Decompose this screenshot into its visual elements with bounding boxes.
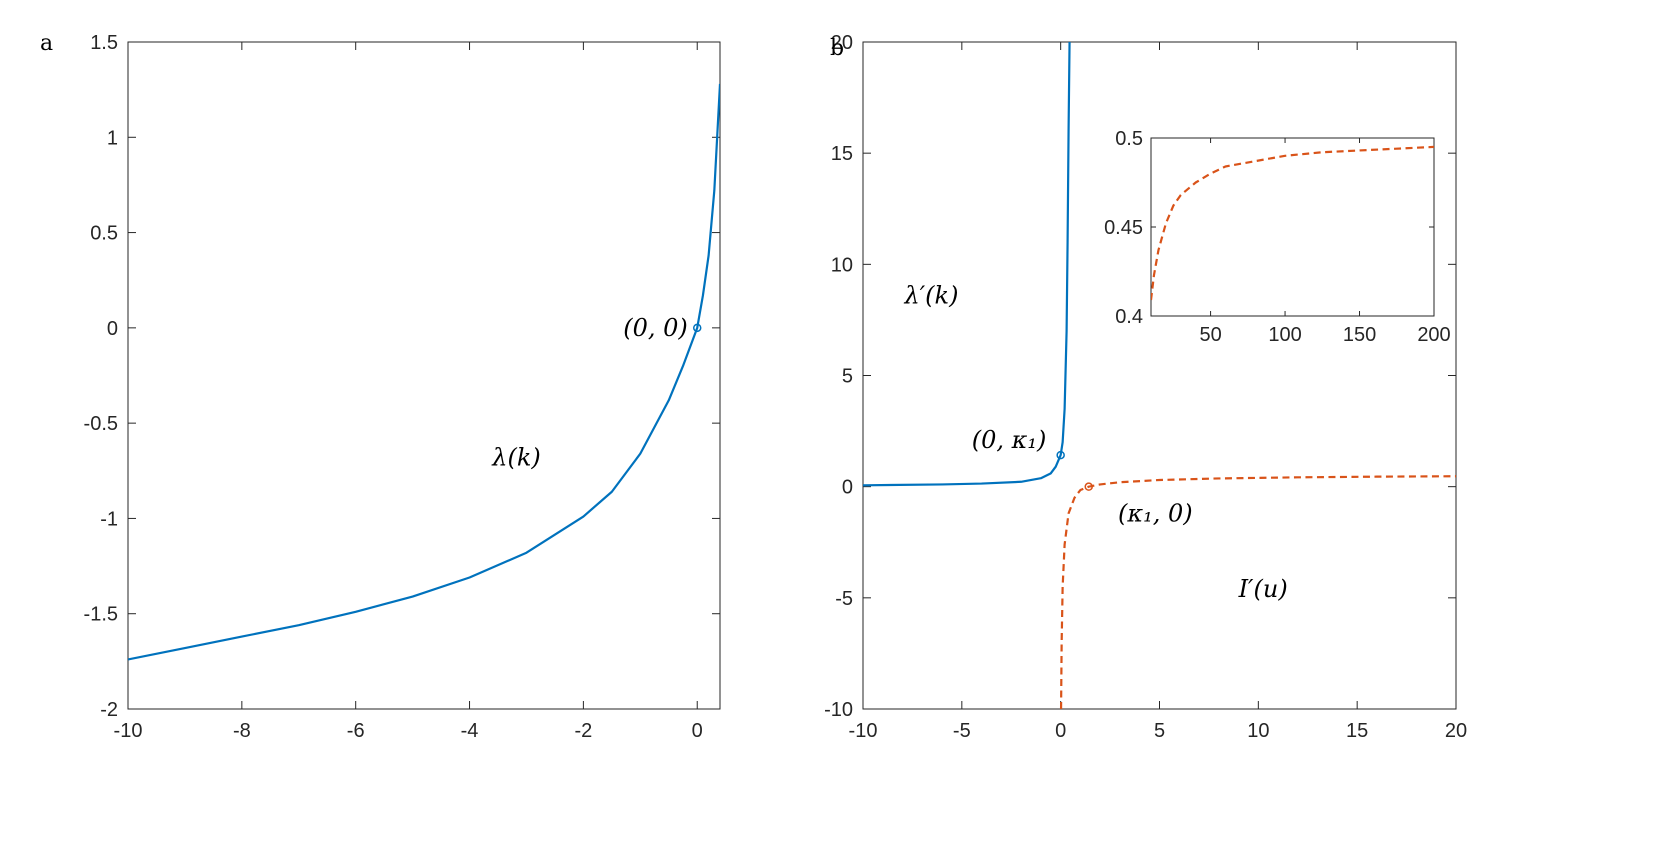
b-ytick-label: -5	[835, 588, 853, 610]
panel-a-label: a	[40, 31, 53, 56]
a-xtick-label: -2	[574, 720, 592, 742]
b-annotation: (0, κ₁)	[972, 426, 1047, 454]
inset-background	[1151, 138, 1434, 316]
panel-a: -10 -8 -6 -4 -2 0 -2 -1.5 -1 -0.5 0 0.5 1 1.5 (0, 0) λ(…	[84, 32, 721, 742]
a-xtick-label: -6	[347, 720, 365, 742]
a-ytick-label: -1.5	[84, 604, 118, 626]
b-xtick-label: 5	[1154, 720, 1165, 742]
b-xtick-label: -5	[953, 720, 971, 742]
b-inset-xtick-label: 50	[1199, 324, 1221, 346]
b-ytick-label: 15	[831, 143, 853, 165]
b-xtick-label: 10	[1247, 720, 1269, 742]
a-xtick-label: -8	[233, 720, 251, 742]
b-ytick-label: 10	[831, 254, 853, 276]
a-axes-box	[127, 41, 721, 710]
a-ytick-label: 1	[107, 127, 118, 149]
a-series-solid-line	[128, 83, 720, 661]
a-xtick-label: 0	[692, 720, 703, 742]
b-ytick-label: -10	[824, 699, 853, 721]
b-xtick-label: 20	[1445, 720, 1467, 742]
b-inset-ytick-label: 0.5	[1115, 128, 1143, 150]
a-ytick-label: 0.5	[90, 223, 118, 245]
b-xtick-label: 15	[1346, 720, 1368, 742]
a-annotation: λ(k)	[491, 443, 540, 471]
b-ytick-label: 20	[831, 32, 853, 54]
b-ytick-label: 5	[842, 366, 853, 388]
b-inset-xtick-label: 200	[1417, 324, 1450, 346]
b-xtick-label: -10	[849, 720, 878, 742]
a-xtick-label: -4	[461, 720, 479, 742]
a-plot-area	[128, 83, 720, 661]
b-series-solid-line	[863, 42, 1071, 487]
panel-b-inset: 50 100 150 200 0.4 0.45 0.5	[1104, 128, 1451, 346]
b-annotation: λ′(k)	[904, 281, 959, 309]
a-xtick-label: -10	[114, 720, 143, 742]
b-annotation: (κ₁, 0)	[1118, 499, 1193, 527]
b-plot-area	[863, 42, 1456, 709]
a-ytick-label: -2	[100, 699, 118, 721]
a-annotation: (0, 0)	[623, 314, 688, 342]
a-ytick-label: -0.5	[84, 413, 118, 435]
b-inset-ytick-label: 0.4	[1115, 306, 1143, 328]
b-point-marker	[1084, 482, 1093, 491]
b-point-marker	[1056, 450, 1065, 460]
b-inset-xtick-label: 150	[1343, 324, 1376, 346]
b-ytick-label: 0	[842, 477, 853, 499]
b-series-dashed-line	[1059, 475, 1456, 709]
a-ytick-label: -1	[100, 508, 118, 530]
a-ytick-label: 1.5	[90, 32, 118, 54]
a-point-marker	[692, 323, 702, 333]
panel-b-label: b	[830, 36, 844, 61]
a-ytick-label: 0	[107, 318, 118, 340]
b-annotation: I′(u)	[1238, 575, 1288, 603]
b-inset-plot-area	[1151, 145, 1434, 301]
panel-b: -10 -5 0 5 10 15 20 -10 -5 0 5 10 15 20 λ′(k) (0, κ₁) (κ…	[824, 32, 1467, 742]
b-inset-series-dashed-line	[1151, 145, 1434, 301]
b-xtick-label: 0	[1055, 720, 1066, 742]
b-inset-xtick-label: 100	[1268, 324, 1301, 346]
b-inset-ytick-label: 0.45	[1104, 217, 1143, 239]
